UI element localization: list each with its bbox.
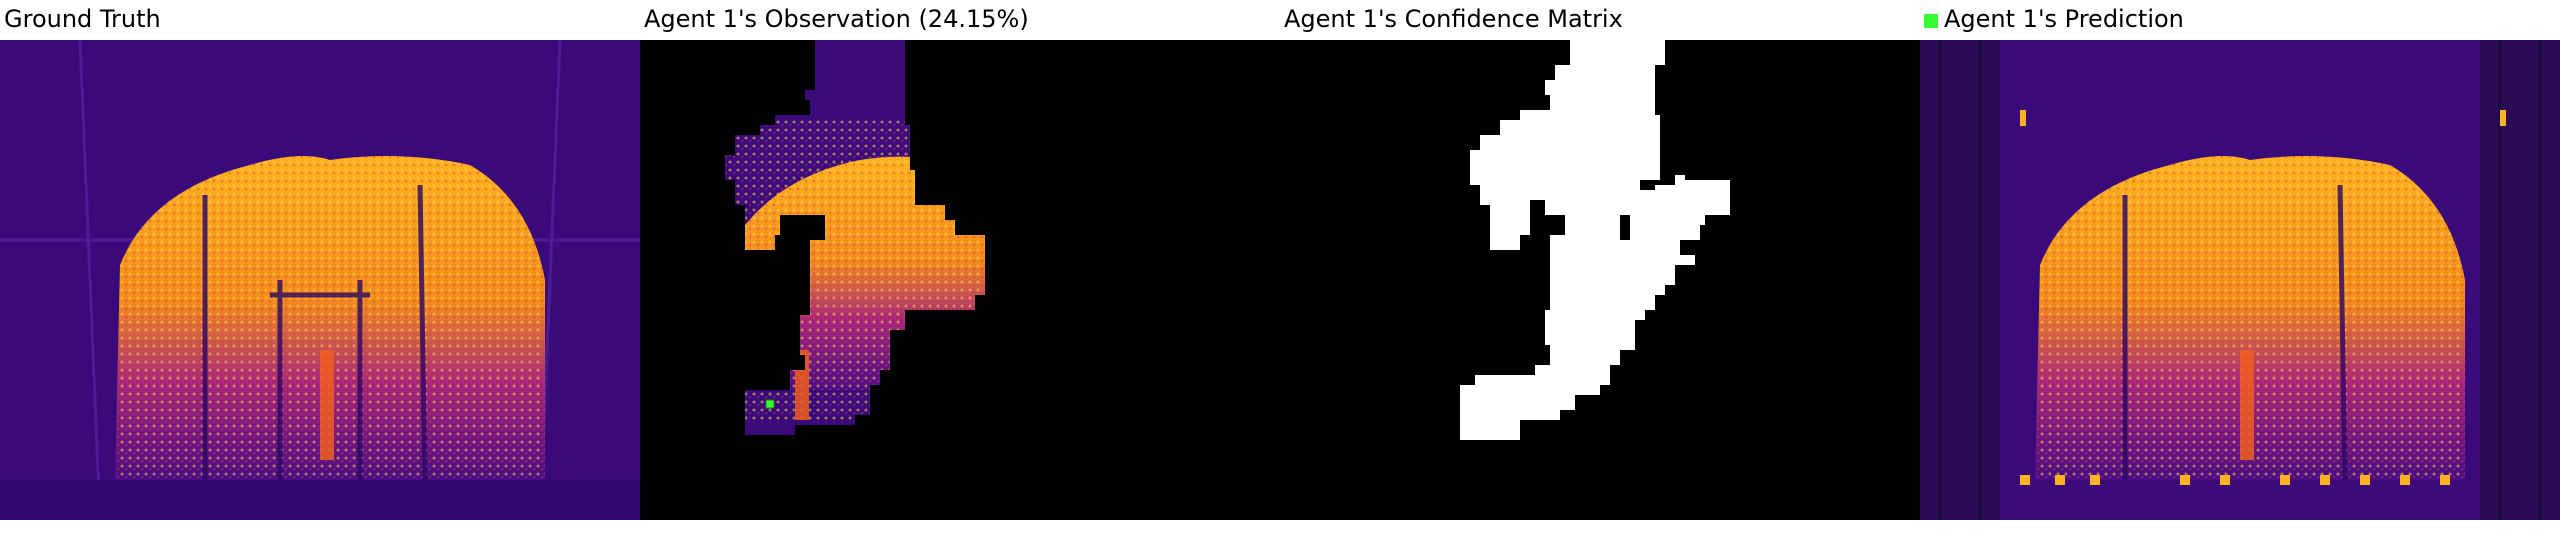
ground-truth-title: Ground Truth: [4, 5, 161, 33]
agent-marker: [765, 399, 775, 409]
prediction-title: Agent 1's Prediction: [1944, 5, 2184, 33]
prediction-title-wrap: Agent 1's Prediction: [1924, 2, 2184, 36]
confidence-image: [1280, 40, 1920, 520]
observation-title: Agent 1's Observation (24.15%): [644, 5, 1029, 33]
ground-truth-panel: [0, 40, 640, 520]
confidence-title: Agent 1's Confidence Matrix: [1284, 5, 1623, 33]
prediction-image: [1920, 40, 2560, 520]
ground-truth-image: [0, 40, 640, 520]
agent-legend-swatch: [1924, 14, 1938, 28]
confidence-panel: [1280, 40, 1920, 520]
observation-panel: [640, 40, 1280, 520]
observation-image: [640, 40, 1280, 520]
prediction-panel: [1920, 40, 2560, 520]
